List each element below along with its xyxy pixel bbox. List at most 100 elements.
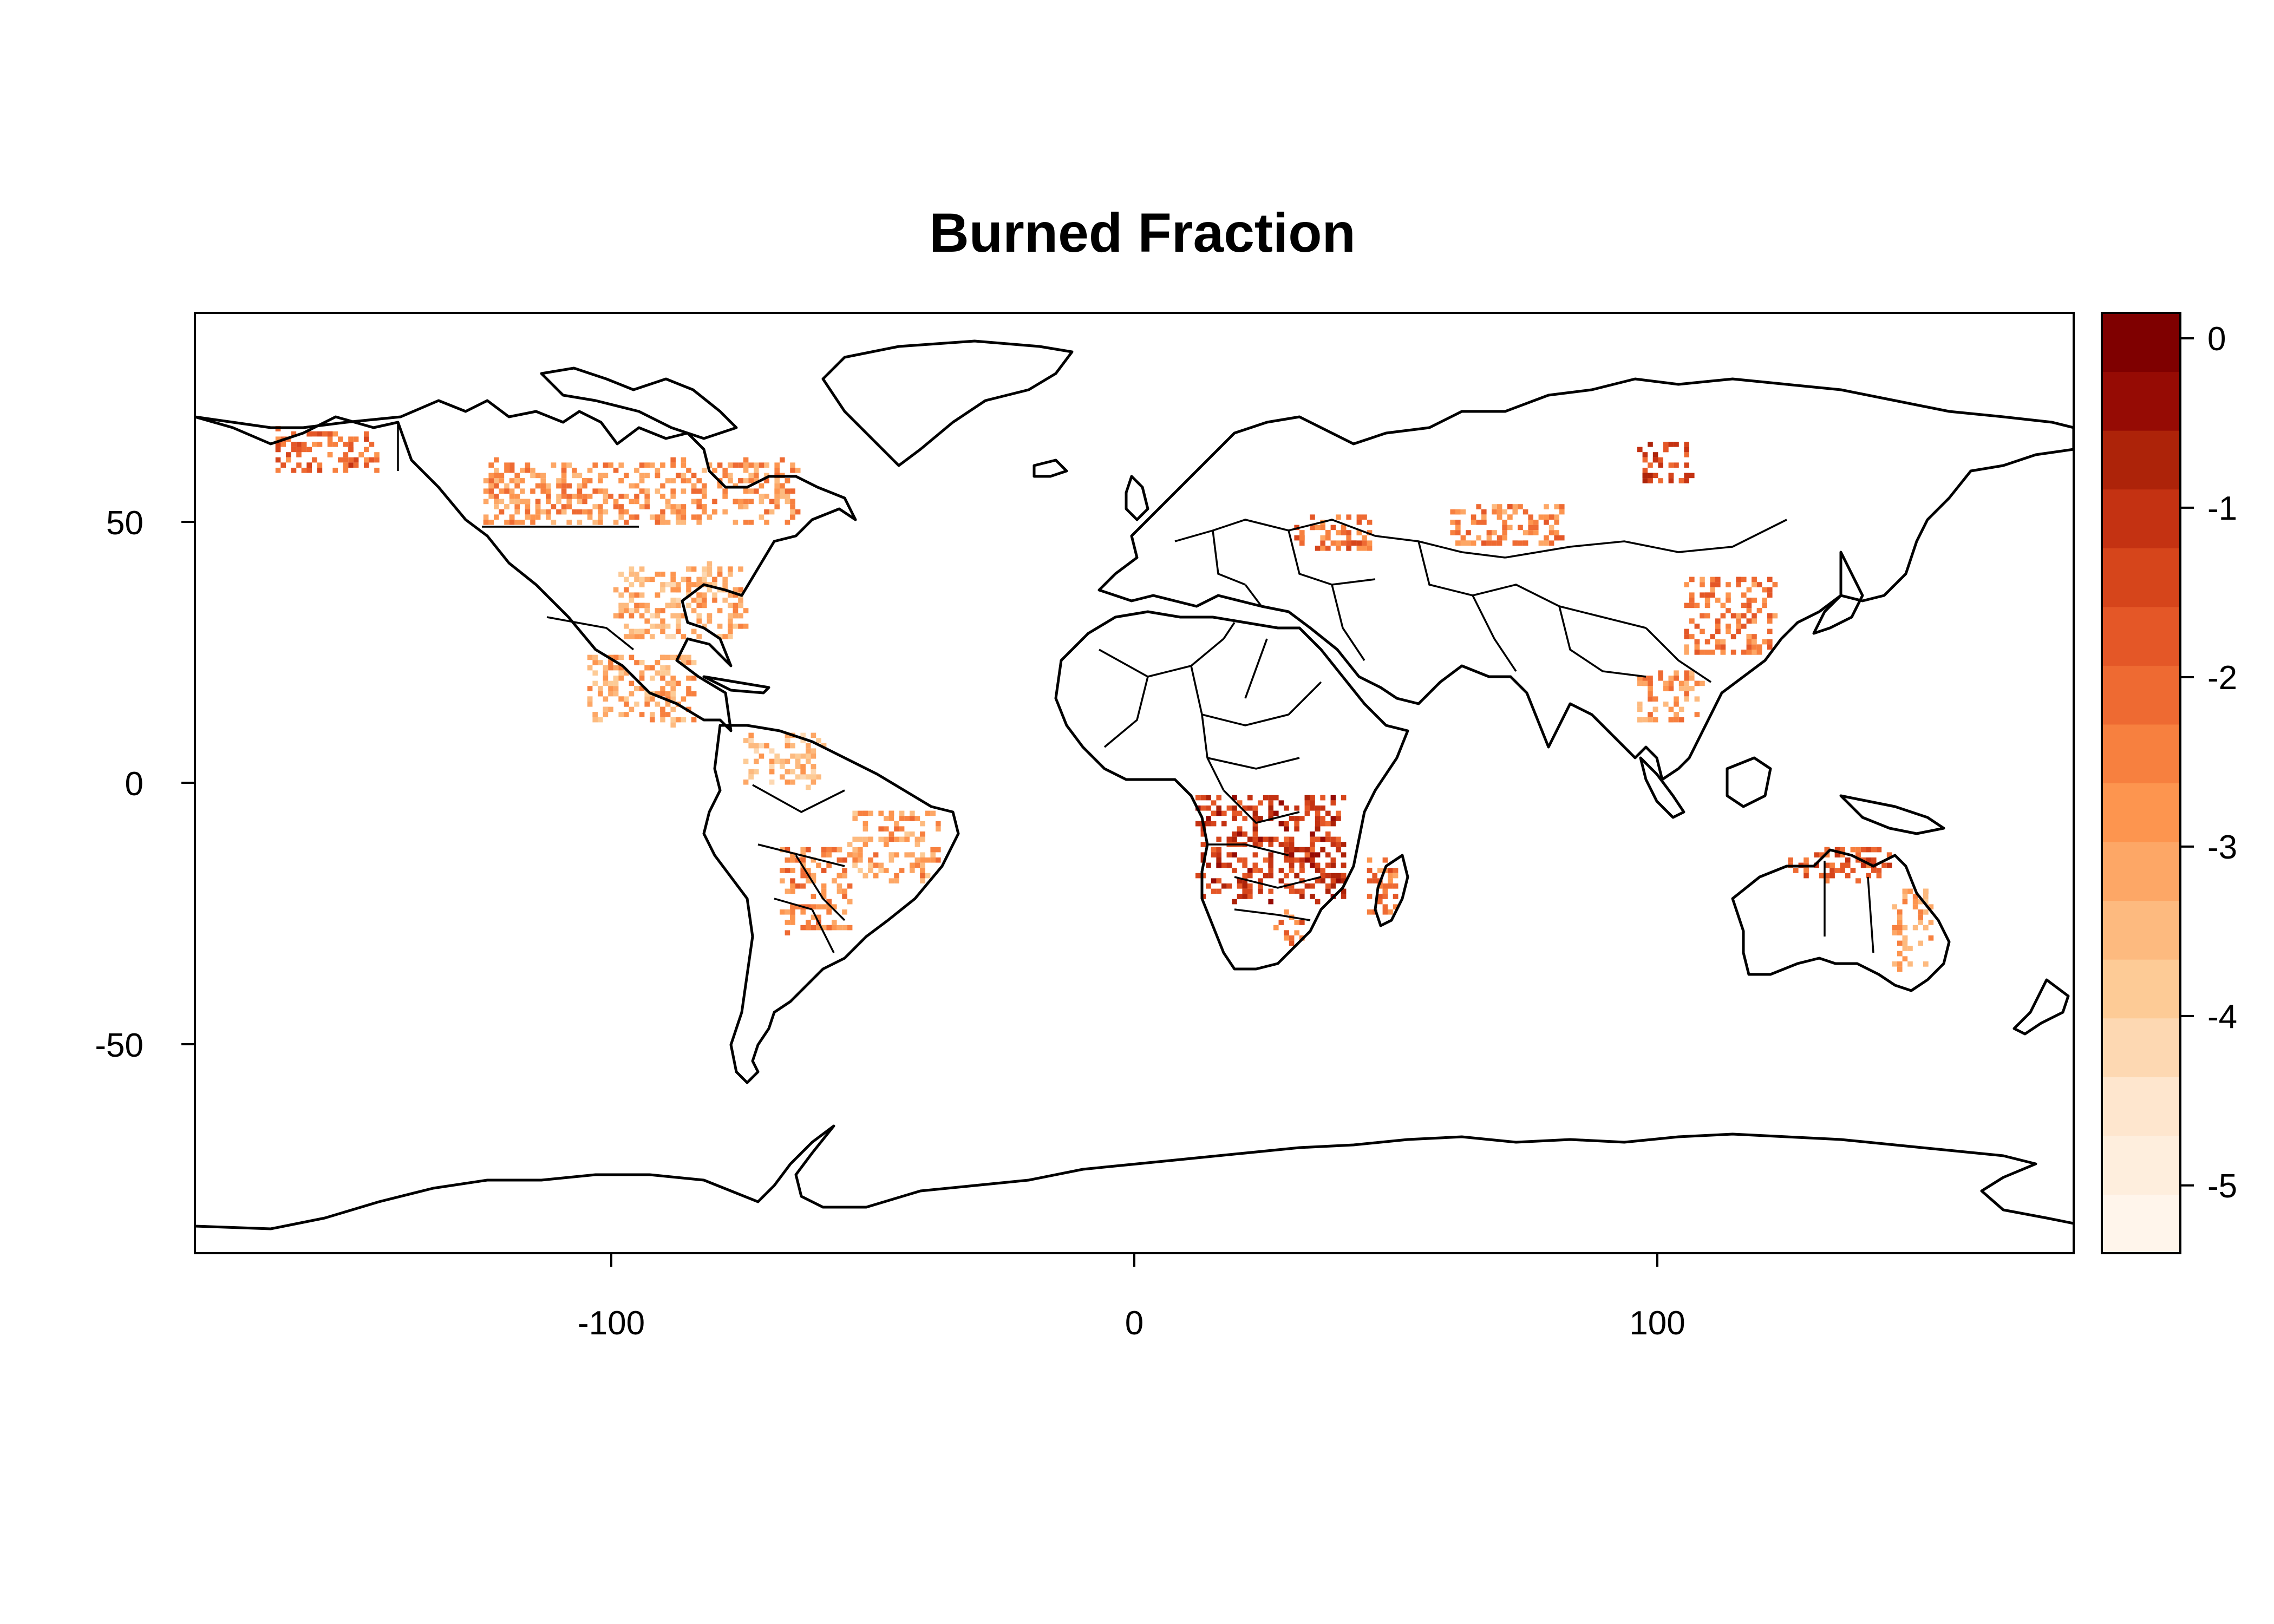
fire-cell bbox=[738, 587, 743, 593]
fire-cell bbox=[644, 608, 650, 613]
fire-cell bbox=[1226, 862, 1232, 868]
fire-cell bbox=[1315, 816, 1321, 821]
fire-cell bbox=[1388, 909, 1393, 915]
fire-cell bbox=[1824, 878, 1830, 883]
fire-cell bbox=[327, 442, 333, 447]
y-tick-labels: 50 0 -50 bbox=[95, 505, 143, 1064]
fire-cell bbox=[837, 888, 842, 894]
fire-cell bbox=[592, 488, 598, 494]
fire-cell bbox=[1294, 847, 1299, 853]
fire-cell bbox=[1320, 873, 1325, 879]
fire-cell bbox=[1668, 717, 1674, 723]
fire-cell bbox=[618, 494, 624, 499]
fire-cell bbox=[598, 478, 603, 483]
fire-cell bbox=[1367, 520, 1373, 525]
fire-cell bbox=[504, 462, 509, 468]
fire-cell bbox=[847, 883, 853, 889]
fire-cell bbox=[509, 488, 515, 494]
fire-cell bbox=[691, 628, 697, 634]
color-legend-band bbox=[2102, 724, 2180, 783]
fire-cell bbox=[681, 577, 687, 582]
fire-cell bbox=[644, 691, 650, 697]
fire-cell bbox=[1268, 888, 1273, 894]
fire-cell bbox=[629, 706, 635, 712]
fire-cell bbox=[660, 572, 665, 577]
fire-cell bbox=[764, 473, 769, 479]
iceland-outline bbox=[1033, 459, 1068, 478]
fire-cell bbox=[1658, 676, 1663, 681]
fire-cell bbox=[686, 660, 691, 665]
fire-cell bbox=[572, 473, 577, 479]
fire-cell bbox=[1330, 800, 1336, 806]
fire-cell bbox=[759, 514, 764, 520]
fire-cell bbox=[1756, 650, 1762, 655]
fire-cell bbox=[1746, 639, 1752, 645]
fire-cell bbox=[733, 603, 739, 608]
fire-cell bbox=[291, 431, 297, 437]
fire-cell bbox=[1216, 836, 1221, 842]
fire-cell bbox=[1704, 598, 1710, 603]
fire-cell bbox=[925, 857, 931, 863]
fire-cell bbox=[1304, 800, 1310, 806]
fire-cell bbox=[1710, 650, 1715, 655]
fire-cell bbox=[665, 680, 671, 686]
fire-cell bbox=[1284, 847, 1289, 853]
fire-cell bbox=[888, 810, 894, 816]
fire-cell bbox=[660, 706, 665, 712]
color-legend-band bbox=[2102, 371, 2180, 431]
fire-cell bbox=[780, 483, 785, 489]
fire-cell bbox=[1752, 598, 1757, 603]
fire-cell bbox=[546, 514, 551, 520]
color-legend-band bbox=[2102, 665, 2180, 725]
fire-cell bbox=[1284, 909, 1289, 915]
fire-cell bbox=[1715, 628, 1721, 634]
fire-cell bbox=[301, 468, 307, 473]
fire-cell bbox=[1648, 680, 1653, 686]
fire-cell bbox=[1330, 816, 1336, 821]
fire-cell bbox=[1752, 644, 1757, 650]
fire-cell bbox=[291, 442, 297, 447]
fire-cell bbox=[1247, 795, 1253, 801]
fire-cell bbox=[1746, 608, 1752, 613]
fire-cell bbox=[624, 696, 629, 702]
fire-cell bbox=[1923, 961, 1929, 967]
fire-cell bbox=[910, 831, 915, 837]
fire-cell bbox=[1700, 680, 1705, 686]
fire-cell bbox=[842, 925, 847, 931]
fire-cell bbox=[499, 478, 505, 483]
fire-cell bbox=[660, 676, 665, 681]
fire-cell bbox=[348, 447, 354, 453]
fire-cell bbox=[1273, 925, 1279, 931]
fire-cell bbox=[514, 504, 520, 509]
fire-cell bbox=[572, 468, 577, 473]
fire-cell bbox=[556, 494, 561, 499]
fire-cell bbox=[676, 613, 681, 619]
fire-cell bbox=[1824, 847, 1830, 853]
fire-cell bbox=[1315, 821, 1321, 827]
fire-cell bbox=[603, 494, 609, 499]
fire-cell bbox=[1892, 930, 1897, 935]
fire-cell bbox=[1533, 530, 1539, 535]
fire-cell bbox=[1362, 540, 1367, 546]
x-tick-label: 0 bbox=[1125, 1305, 1143, 1342]
fire-cell bbox=[483, 499, 489, 505]
fire-cell bbox=[1268, 795, 1273, 801]
color-legend-band bbox=[2102, 430, 2180, 490]
fire-cell bbox=[806, 868, 811, 873]
fire-cell bbox=[1315, 878, 1321, 883]
fire-cell bbox=[1803, 868, 1809, 873]
fire-cell bbox=[1928, 935, 1934, 941]
fire-cell bbox=[650, 717, 655, 723]
fire-cell bbox=[702, 603, 707, 608]
fire-cell bbox=[1866, 857, 1871, 863]
fire-cell bbox=[728, 603, 733, 608]
fire-cell bbox=[670, 691, 676, 697]
fire-cell bbox=[785, 920, 790, 925]
fire-cell bbox=[826, 899, 832, 905]
fire-cell bbox=[910, 810, 915, 816]
fire-cell bbox=[566, 483, 572, 489]
fire-cell bbox=[504, 483, 509, 489]
fire-cell bbox=[1320, 878, 1325, 883]
fire-cell bbox=[707, 561, 713, 567]
fire-cell bbox=[702, 504, 707, 509]
